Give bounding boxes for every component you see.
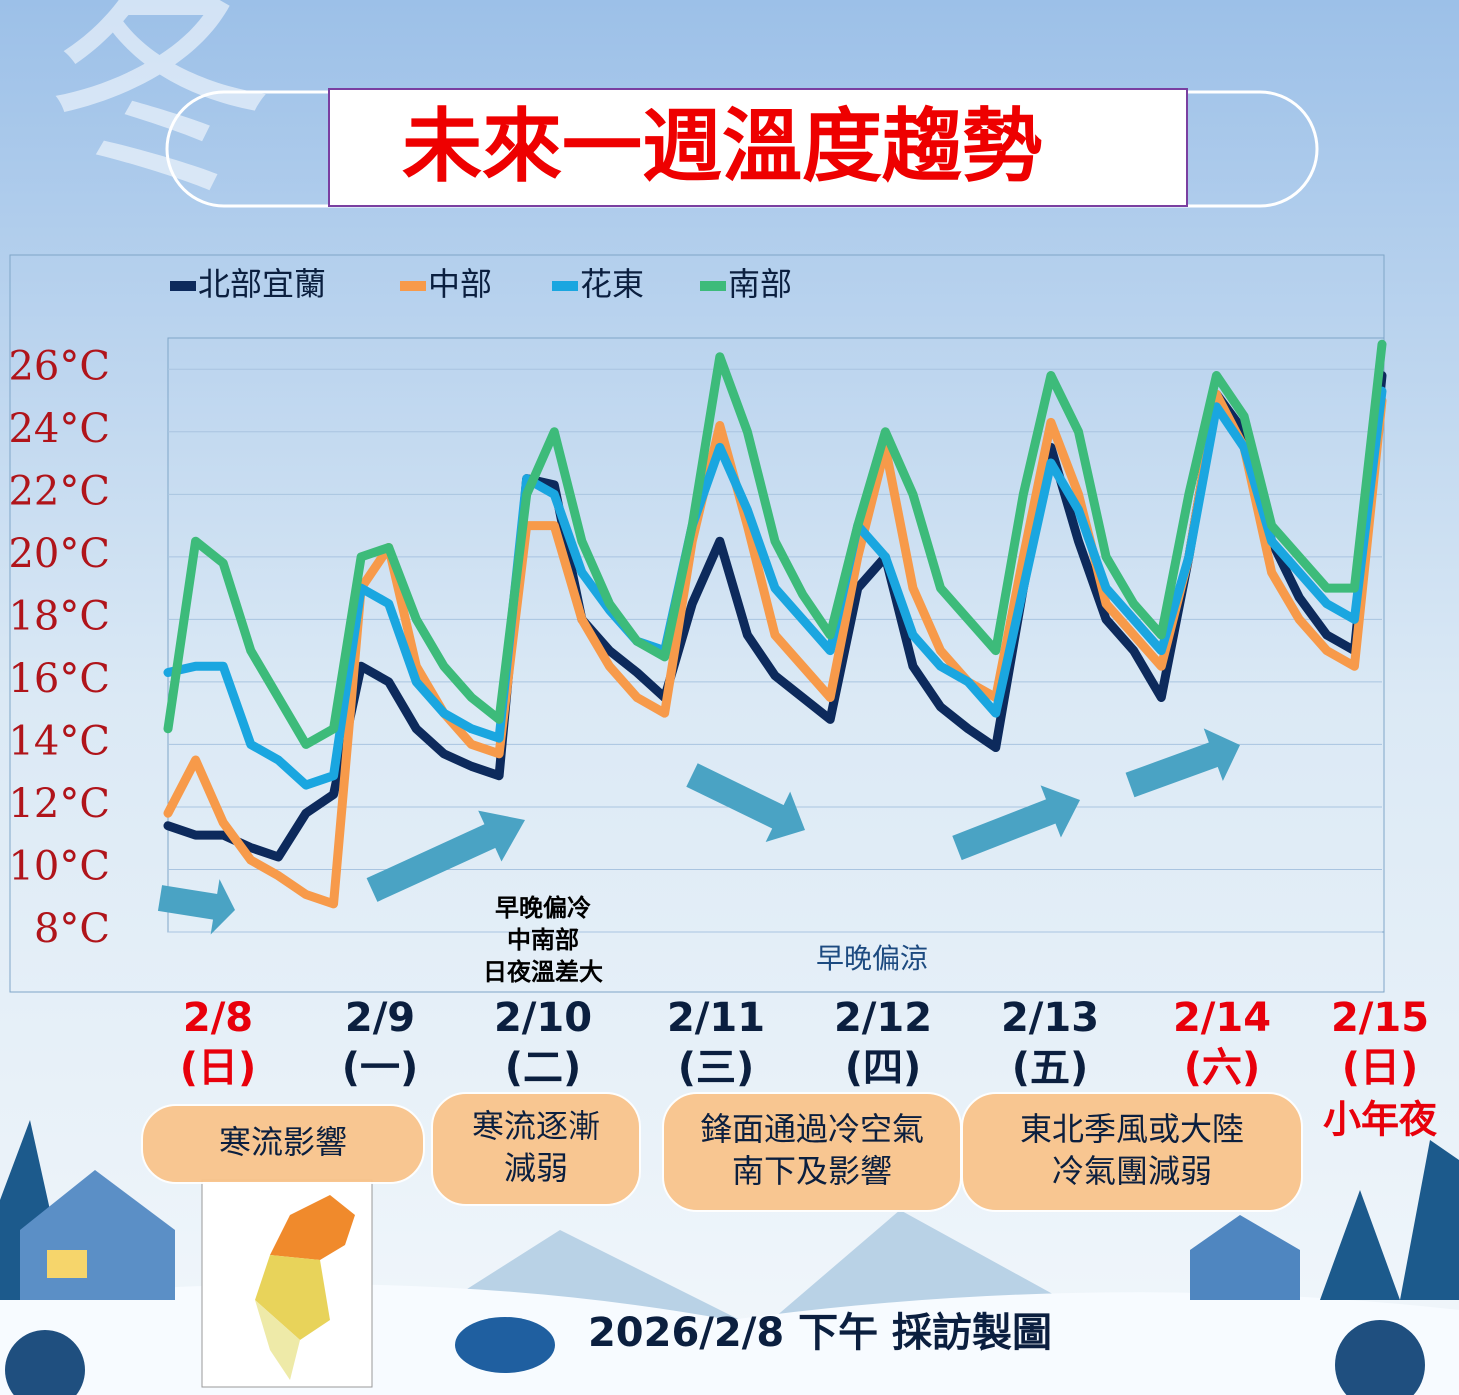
day-weekday: (三) (678, 1045, 755, 1091)
phase-label: 南下及影響 (732, 1152, 892, 1190)
phase-label: 減弱 (504, 1149, 568, 1187)
y-tick-label: 8°C (34, 906, 110, 952)
legend-label: 北部宜蘭 (198, 265, 326, 303)
annotation: 早晚偏涼 (816, 942, 928, 975)
phase-label: 冷氣團減弱 (1052, 1152, 1212, 1190)
day-weekday: (二) (505, 1045, 582, 1091)
festival-label: 小年夜 (1323, 1098, 1438, 1142)
phase-label: 寒流逐漸 (472, 1107, 600, 1145)
day-weekday: (四) (845, 1045, 922, 1091)
y-tick-label: 16°C (8, 656, 110, 702)
annotation: 中南部 (507, 926, 579, 954)
annotation: 日夜溫差大 (483, 958, 603, 986)
map-region (255, 1255, 330, 1340)
trend-arrow-head (210, 879, 235, 935)
footer: 2026/2/8 下午 採訪製圖 (588, 1310, 1052, 1356)
day-weekday: (日) (1342, 1045, 1419, 1091)
y-tick-label: 12°C (8, 781, 110, 827)
trend-arrow (686, 763, 789, 831)
house (1190, 1215, 1300, 1300)
trend-arrow-head (1203, 728, 1240, 782)
day-date: 2/11 (667, 995, 765, 1041)
y-tick-label: 26°C (8, 343, 110, 389)
phase-label: 鋒面通過冷空氣 (700, 1110, 924, 1148)
legend-swatch (700, 281, 726, 291)
day-date: 2/15 (1331, 995, 1429, 1041)
trend-arrow (1125, 740, 1223, 798)
phase-box (141, 1104, 425, 1184)
y-tick-label: 22°C (8, 468, 110, 514)
y-tick-label: 14°C (8, 718, 110, 764)
y-tick-label: 24°C (8, 406, 110, 452)
phase-label: 東北季風或大陸 (1020, 1110, 1244, 1148)
trend-arrow-head (478, 810, 525, 862)
series-line (163, 386, 1387, 790)
phase-box (431, 1092, 641, 1206)
day-date: 2/8 (183, 995, 253, 1041)
legend-label: 花東 (580, 265, 644, 303)
day-weekday: (一) (342, 1045, 419, 1091)
day-weekday: (六) (1184, 1045, 1261, 1091)
map-region (255, 1300, 300, 1380)
day-date: 2/10 (494, 995, 592, 1041)
window (47, 1250, 87, 1278)
phase-box (961, 1092, 1303, 1212)
bush (5, 1330, 85, 1395)
phase-label: 寒流影響 (219, 1123, 347, 1161)
day-date: 2/12 (834, 995, 932, 1041)
legend-label: 南部 (728, 265, 792, 303)
y-tick-label: 18°C (8, 593, 110, 639)
bush (1335, 1320, 1425, 1395)
title-box (328, 88, 1188, 207)
series-line (163, 339, 1387, 749)
day-date: 2/14 (1173, 995, 1271, 1041)
day-weekday: (五) (1012, 1045, 1089, 1091)
legend-label: 中部 (428, 265, 492, 303)
legend-swatch (400, 281, 426, 291)
watermark: 冬 (45, 0, 275, 225)
legend-swatch (552, 281, 578, 291)
annotation: 早晚偏冷 (495, 894, 591, 922)
day-date: 2/13 (1001, 995, 1099, 1041)
y-tick-label: 20°C (8, 531, 110, 577)
trend-arrow-head (1040, 785, 1080, 838)
trend-arrow (952, 797, 1061, 861)
trend-arrow-head (765, 791, 805, 842)
logo (455, 1317, 555, 1373)
trend-arrow (366, 822, 500, 902)
trend-arrow (157, 885, 223, 921)
y-tick-label: 10°C (8, 843, 110, 889)
map-region (270, 1195, 355, 1260)
chart-title: 未來一週溫度趨勢 (402, 100, 1042, 193)
legend-swatch (170, 281, 196, 291)
day-weekday: (日) (180, 1045, 257, 1091)
day-date: 2/9 (345, 995, 415, 1041)
